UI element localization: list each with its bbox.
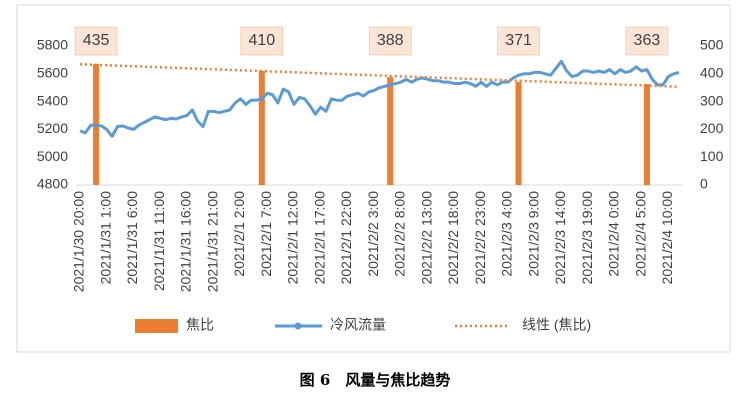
chart-border (16, 4, 731, 353)
x-tick-label: 2021/2/4 10:00 (659, 191, 675, 285)
data-label: 371 (505, 32, 532, 49)
x-tick-label: 2021/2/2 13:00 (418, 191, 434, 285)
trendline (79, 62, 680, 89)
x-tick-label: 2021/2/3 4:00 (499, 191, 515, 277)
bar (387, 77, 394, 185)
legend-swatch (294, 322, 302, 330)
y2-tick-label: 400 (700, 65, 724, 81)
x-tick-label: 2021/2/1 17:00 (311, 191, 327, 285)
y-tick-label: 5400 (37, 92, 68, 108)
data-label: 363 (634, 32, 661, 49)
data-label-box (625, 26, 669, 56)
x-tick-label: 2021/1/30 20:00 (71, 191, 87, 292)
y-tick-label: 5200 (37, 120, 68, 136)
bar (258, 71, 265, 185)
y-tick-label: 5800 (37, 37, 68, 53)
x-tick-label: 2021/2/4 0:00 (606, 191, 622, 277)
x-tick-label: 2021/1/31 6:00 (124, 191, 140, 285)
x-tick-label: 2021/2/3 9:00 (525, 191, 541, 277)
data-label-box (240, 26, 284, 56)
data-label: 410 (248, 32, 275, 49)
x-tick-label: 2021/2/1 22:00 (338, 191, 354, 285)
x-tick-label: 2021/2/3 14:00 (552, 191, 568, 285)
y2-tick-label: 500 (700, 37, 724, 53)
legend-label: 焦比 (186, 317, 214, 333)
x-tick-label: 2021/2/1 12:00 (285, 191, 301, 285)
x-tick-label: 2021/1/31 21:00 (204, 191, 220, 292)
bar (643, 84, 650, 185)
y2-tick-label: 0 (700, 176, 708, 192)
x-tick-label: 2021/2/2 3:00 (365, 191, 381, 277)
y2-tick-label: 300 (700, 92, 724, 108)
x-tick-label: 2021/2/3 19:00 (579, 191, 595, 285)
y-tick-label: 5600 (37, 65, 68, 81)
legend-label: 冷风流量 (330, 317, 386, 333)
y2-tick-label: 200 (700, 120, 724, 136)
figure-caption: 图 6 风量与焦比趋势 (300, 371, 451, 389)
x-tick-label: 2021/2/2 8:00 (392, 191, 408, 277)
x-tick-label: 2021/2/4 5:00 (632, 191, 648, 277)
x-tick-label: 2021/1/31 11:00 (151, 191, 167, 291)
x-tick-label: 2021/1/31 1:00 (97, 191, 113, 285)
data-label: 435 (83, 32, 110, 49)
legend-label: 线性 (焦比) (522, 317, 591, 333)
x-tick-label: 2021/2/2 18:00 (445, 191, 461, 285)
x-tick-label: 2021/1/31 16:00 (178, 191, 194, 292)
legend-swatch (135, 319, 178, 333)
data-label-box (497, 26, 540, 56)
data-label-box (74, 26, 118, 56)
bar (515, 81, 522, 185)
x-tick-label: 2021/2/1 2:00 (231, 191, 247, 277)
data-label: 388 (377, 32, 404, 49)
line-series (79, 59, 680, 138)
y-tick-label: 4800 (37, 176, 68, 192)
y-tick-label: 5000 (37, 148, 68, 164)
x-tick-label: 2021/2/2 23:00 (472, 191, 488, 285)
x-tick-label: 2021/2/1 7:00 (258, 191, 274, 277)
data-label-box (368, 26, 412, 56)
y2-tick-label: 100 (700, 148, 724, 164)
